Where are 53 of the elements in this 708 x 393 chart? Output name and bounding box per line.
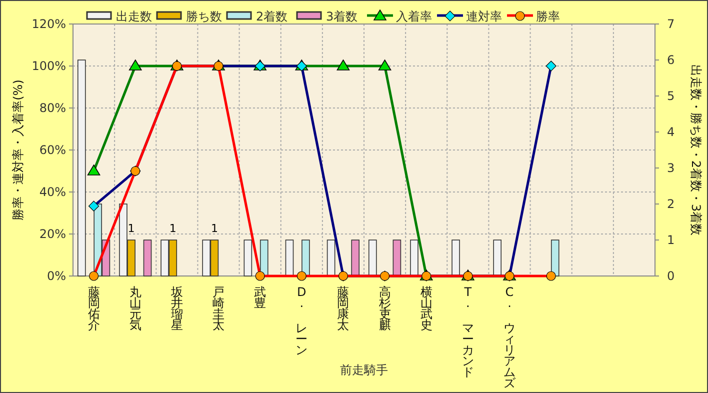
legend-label: 3着数 bbox=[326, 10, 358, 24]
bar bbox=[244, 240, 252, 276]
x-tick-label: D. レーン bbox=[296, 285, 308, 357]
y2-tick-label: 6 bbox=[667, 53, 675, 67]
y-tick-label: 100% bbox=[32, 59, 66, 73]
x-tick-label: 横山武史 bbox=[420, 285, 432, 332]
bar bbox=[550, 240, 560, 276]
legend-label: 連対率 bbox=[466, 10, 502, 24]
bar bbox=[368, 240, 377, 276]
legend-label: 出走数 bbox=[116, 10, 152, 24]
bar bbox=[77, 60, 86, 276]
legend-label: 2着数 bbox=[256, 10, 288, 24]
bar bbox=[326, 240, 336, 276]
x-tick-label: C. ウィリアムズ bbox=[504, 285, 516, 390]
legend-label: 入着率 bbox=[396, 10, 432, 24]
y2-tick-label: 7 bbox=[667, 17, 675, 31]
x-tick-label: 丸山元気 bbox=[129, 285, 142, 332]
bar bbox=[493, 240, 502, 276]
x-tick-label: 藤岡康太 bbox=[337, 285, 350, 332]
y2-tick-label: 2 bbox=[667, 197, 675, 211]
bar bbox=[410, 240, 418, 276]
x-tick-label: 藤岡佑介 bbox=[88, 285, 100, 332]
y-tick-label: 20% bbox=[39, 227, 66, 241]
y2-tick-label: 5 bbox=[667, 89, 675, 103]
x-axis-title: 前走騎手 bbox=[340, 363, 388, 377]
bar bbox=[351, 240, 360, 276]
bar bbox=[260, 240, 268, 276]
bar bbox=[452, 240, 460, 276]
data-label: 1 bbox=[210, 222, 218, 235]
x-tick-label: T. マーカンド bbox=[462, 285, 474, 379]
y2-tick-label: 3 bbox=[667, 161, 675, 175]
y2-axis-title: 出走数・勝ち数・2着数・3着数 bbox=[689, 64, 703, 236]
bar bbox=[392, 240, 402, 276]
y2-tick-label: 0 bbox=[667, 269, 675, 283]
data-label: 1 bbox=[169, 222, 176, 235]
x-tick-label: 戸崎圭太 bbox=[212, 285, 224, 332]
y-tick-label: 0% bbox=[46, 269, 66, 283]
y-tick-label: 60% bbox=[39, 143, 66, 157]
x-tick-label: 坂井瑠星 bbox=[170, 285, 183, 332]
x-tick-label: 武豊 bbox=[254, 285, 266, 310]
y-tick-label: 40% bbox=[39, 185, 66, 199]
legend-label: 勝ち数 bbox=[186, 10, 222, 24]
data-label: 1 bbox=[128, 222, 135, 235]
y-axis-title: 勝率・連対率・入着率(%) bbox=[11, 80, 25, 220]
y-tick-label: 120% bbox=[32, 17, 66, 31]
x-tick-label: 高杉吏麒 bbox=[378, 285, 391, 332]
bar bbox=[285, 240, 294, 276]
bar bbox=[302, 240, 310, 276]
legend-label: 勝率 bbox=[536, 10, 560, 24]
y2-tick-label: 4 bbox=[667, 125, 675, 139]
y-tick-label: 80% bbox=[39, 101, 66, 115]
y2-tick-label: 1 bbox=[667, 233, 675, 247]
bar bbox=[143, 240, 152, 276]
